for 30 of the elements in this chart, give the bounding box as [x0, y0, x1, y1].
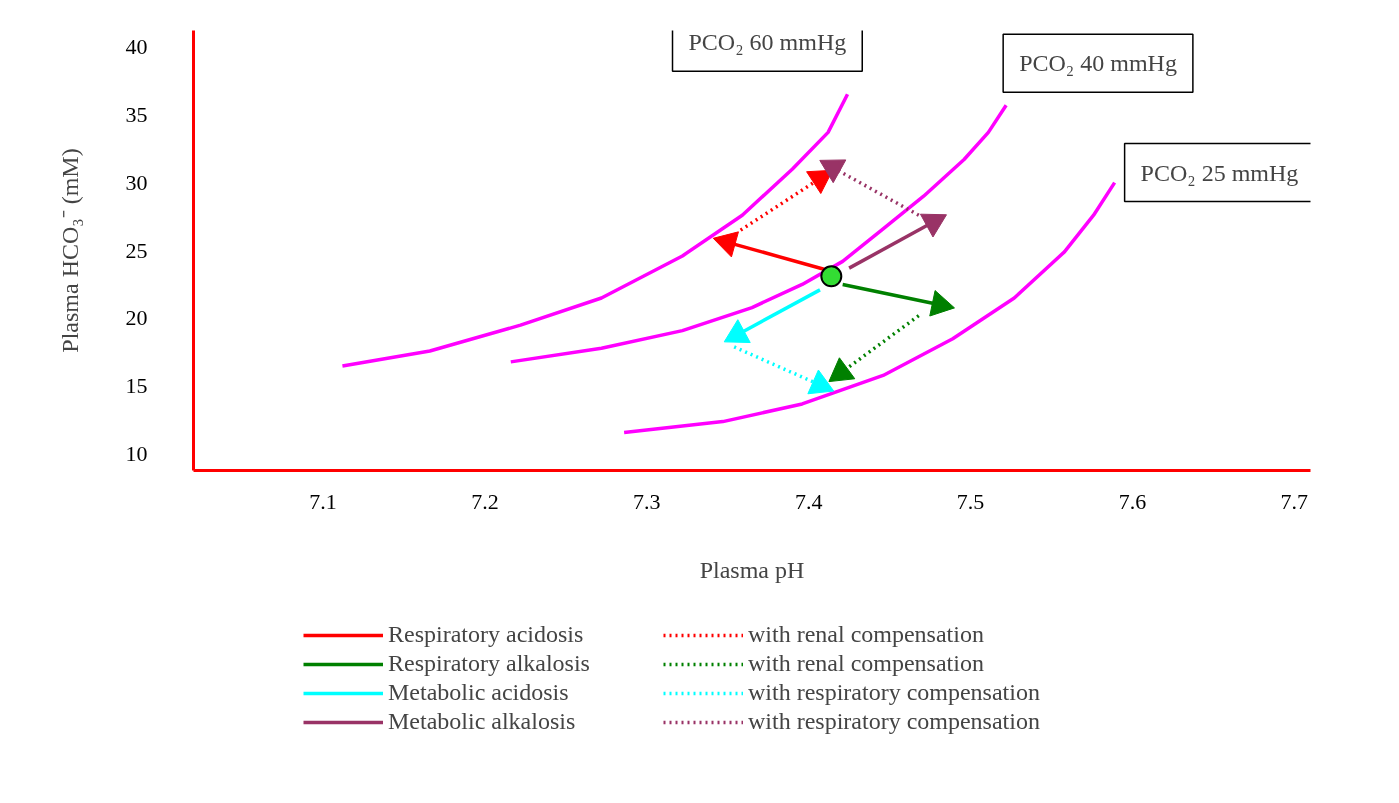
x-tick-label: 7.6 [1118, 488, 1147, 514]
y-tick-label: 15 [125, 373, 148, 399]
line-series [622, 180, 1117, 435]
y-tick-label: 20 [125, 305, 148, 331]
y-tick-label: 35 [125, 101, 148, 127]
legend-label: with renal compensation [748, 621, 984, 648]
y-tick-label: 10 [125, 441, 148, 467]
legend-label: with respiratory compensation [748, 708, 1040, 735]
legend-label: Metabolic acidosis [388, 679, 569, 706]
x-axis-title: Plasma pH [699, 556, 805, 583]
legend-label: with respiratory compensation [748, 679, 1040, 706]
legend-label: Respiratory alkalosis [388, 650, 590, 677]
series-label: PCO₂ 25 mmHg [1140, 159, 1299, 186]
y-tick-label: 40 [125, 33, 148, 59]
series-label: PCO₂ 60 mmHg [688, 29, 847, 56]
legend-label: with renal compensation [748, 650, 984, 677]
x-tick-label: 7.7 [1280, 488, 1309, 514]
y-axis-title: Plasma HCO₃⁻ (mM) [56, 148, 83, 353]
x-tick-label: 7.1 [309, 488, 337, 514]
x-tick-label: 7.3 [633, 488, 661, 514]
legend-label: Respiratory acidosis [388, 621, 584, 648]
x-tick-label: 7.2 [471, 488, 499, 514]
y-tick-label: 25 [125, 237, 148, 263]
legend-label: Metabolic alkalosis [388, 708, 576, 735]
y-tick-label: 30 [125, 169, 148, 195]
x-tick-label: 7.5 [956, 488, 985, 514]
line-series [340, 92, 850, 368]
x-tick-label: 7.4 [794, 488, 823, 514]
line-series [509, 103, 1008, 364]
series-label: PCO₂ 40 mmHg [1019, 50, 1177, 77]
